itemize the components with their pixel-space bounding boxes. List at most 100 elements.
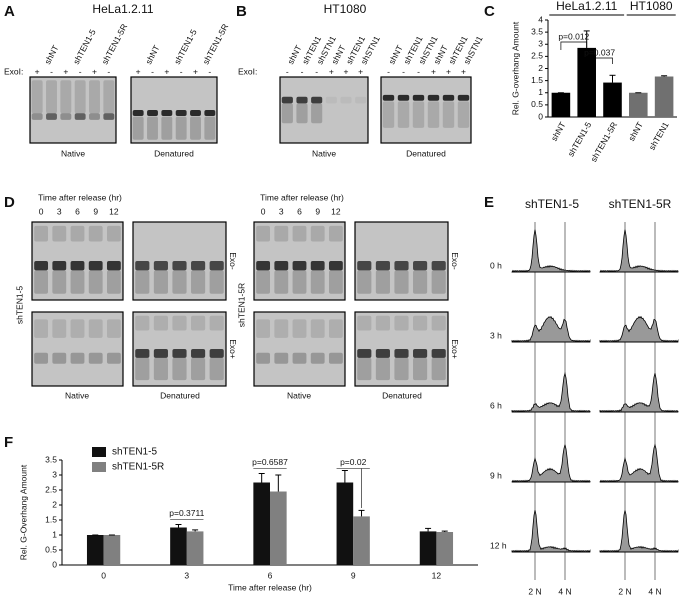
group-label: HeLa1.2.11	[556, 0, 617, 13]
x-tick-label: 12	[432, 570, 442, 580]
row-label: 0 h	[490, 260, 502, 270]
legend-label: shTEN1-5R	[112, 462, 164, 473]
column-title: shTEN1-5	[525, 197, 579, 211]
exo-sign: -	[301, 66, 304, 76]
blot-band	[191, 357, 206, 381]
blot-band	[357, 357, 372, 381]
blot-band	[412, 94, 425, 101]
y-tick-label: 2.5	[531, 51, 543, 61]
blot-band	[310, 225, 325, 242]
blot-band	[175, 110, 187, 116]
blot-band	[431, 357, 446, 381]
lane-label: shNT	[42, 43, 60, 66]
blot-band	[191, 261, 206, 271]
panel-letter: B	[236, 3, 247, 20]
blot-band	[413, 261, 428, 271]
blot-band	[89, 80, 100, 114]
x-tick-label: 3	[184, 570, 189, 580]
blot	[279, 76, 369, 144]
y-tick-label: 2	[52, 499, 57, 509]
blot-band	[431, 270, 446, 294]
blot-band	[427, 101, 440, 128]
blot-band	[88, 261, 103, 271]
y-axis-label: Rel. G-overhang Amount	[510, 21, 520, 115]
blot-band	[190, 110, 201, 116]
y-tick-label: 3.5	[45, 454, 57, 464]
blot-band	[394, 315, 409, 331]
x-tick-label: 6	[268, 570, 273, 580]
blot-band	[427, 94, 440, 101]
blot-band	[74, 113, 86, 120]
group-label: HT1080	[630, 0, 673, 13]
bar	[253, 482, 270, 565]
time-label: 3	[57, 206, 62, 216]
blot-band	[135, 261, 150, 271]
blot-band	[310, 270, 325, 294]
blot-band	[191, 315, 206, 331]
blot-band	[153, 357, 168, 381]
blot-band	[209, 357, 224, 381]
blot-band	[31, 80, 43, 114]
error-bar	[275, 474, 282, 492]
blot-label: Native	[65, 390, 89, 400]
bar	[551, 92, 571, 117]
exo-sign: -	[180, 66, 183, 76]
blot-band	[60, 113, 72, 120]
y-tick-label: 3	[52, 469, 57, 479]
x-tick-label: 9	[351, 570, 356, 580]
y-tick-label: 0	[52, 559, 57, 569]
condition-label: shTEN1-5R	[236, 283, 246, 327]
blot-band	[161, 110, 173, 116]
exo-sign: -	[50, 66, 53, 76]
y-tick-label: 1	[538, 87, 543, 97]
blot-band	[311, 103, 323, 124]
time-label: 9	[315, 206, 320, 216]
histogram	[599, 315, 679, 343]
bar	[419, 531, 437, 565]
blot-band	[375, 270, 390, 294]
y-axis-label: Rel. G-Overhang Amount	[18, 464, 28, 560]
blot-band	[292, 352, 307, 364]
blot-band	[70, 270, 85, 294]
blot-band	[190, 116, 201, 140]
legend-swatch	[92, 462, 106, 472]
x-tick-label: shTEN1-5	[566, 120, 594, 158]
bar	[270, 491, 287, 565]
blot-band	[172, 261, 187, 271]
row-label: 6 h	[490, 400, 502, 410]
blot-band	[413, 270, 428, 294]
histogram	[599, 229, 679, 273]
blot-band	[310, 261, 325, 271]
blot-band	[88, 225, 103, 242]
blot-band	[209, 349, 224, 358]
exo-sign: +	[193, 66, 198, 76]
blot-band	[34, 319, 49, 338]
blot-band	[88, 270, 103, 294]
exo-sign: +	[35, 66, 40, 76]
blot-band	[256, 270, 271, 294]
x-axis-label: Time after release (hr)	[228, 582, 312, 592]
blot-band	[89, 113, 100, 120]
blot-band	[413, 357, 428, 381]
annotation: p=0.012	[558, 31, 589, 41]
blot-band	[397, 101, 410, 128]
time-label: 3	[279, 206, 284, 216]
exo-sign: +	[136, 66, 141, 76]
blot-band	[310, 319, 325, 338]
error-bar	[358, 509, 365, 517]
blot-band	[328, 319, 343, 338]
blot-band	[442, 94, 455, 101]
blot-band	[325, 96, 337, 104]
blot-band	[52, 319, 67, 338]
panel-title: HT1080	[324, 2, 367, 16]
significance-bracket	[560, 41, 588, 50]
blot	[29, 76, 117, 144]
time-label: 0	[39, 206, 44, 216]
panel-letter: F	[4, 434, 13, 451]
y-tick-label: 4	[538, 14, 543, 24]
blot-band	[70, 352, 85, 364]
blot-band	[382, 94, 395, 101]
blot	[380, 76, 472, 144]
legend-label: shTEN1-5	[112, 447, 157, 458]
